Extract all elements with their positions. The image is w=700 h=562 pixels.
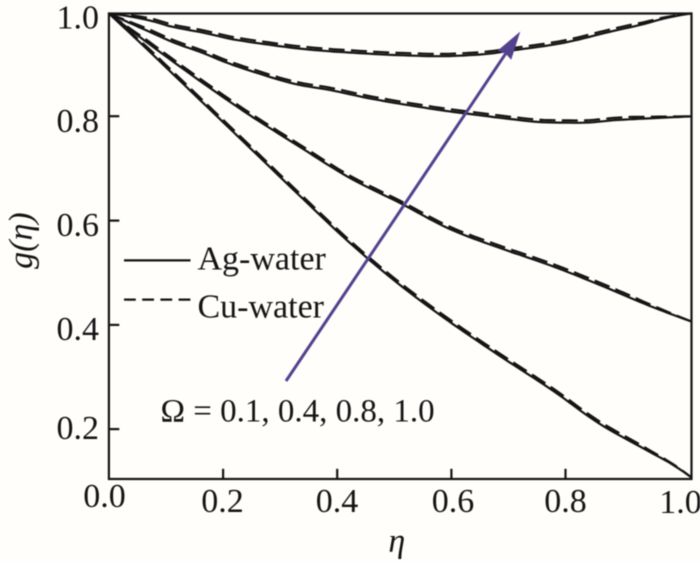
svg-text:1.0: 1.0	[57, 0, 100, 37]
svg-text:0.8: 0.8	[57, 103, 100, 140]
svg-text:0.6: 0.6	[57, 207, 100, 244]
svg-text:Ω = 0.1, 0.4, 0.8, 1.0: Ω = 0.1, 0.4, 0.8, 1.0	[161, 394, 435, 430]
svg-text:η: η	[388, 523, 405, 560]
svg-text:0.4: 0.4	[316, 483, 359, 520]
svg-text:0.8: 0.8	[544, 483, 587, 520]
svg-text:1.0: 1.0	[659, 484, 700, 521]
svg-text:0.4: 0.4	[57, 311, 100, 348]
svg-text:0.2: 0.2	[201, 483, 244, 520]
svg-text:0.2: 0.2	[57, 410, 100, 447]
svg-text:Ag-water: Ag-water	[198, 240, 327, 277]
svg-text:0.6: 0.6	[432, 483, 475, 520]
svg-text:g(η): g(η)	[3, 212, 40, 269]
svg-text:0.0: 0.0	[83, 478, 126, 515]
svg-text:Cu-water: Cu-water	[198, 289, 325, 326]
